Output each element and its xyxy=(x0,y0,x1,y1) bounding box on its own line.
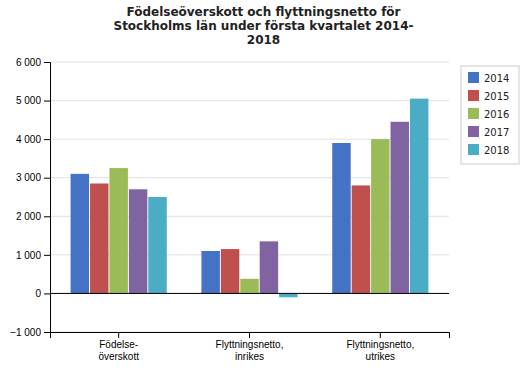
legend-frame xyxy=(461,66,519,164)
bar xyxy=(352,185,370,293)
legend-swatch xyxy=(468,144,479,155)
bar xyxy=(71,174,89,294)
x-tick-label: Födelse-överskott xyxy=(98,339,139,362)
chart: Födelseöverskott och flyttningsnetto för… xyxy=(0,0,527,370)
x-tick-label-line: Flyttningsnetto, xyxy=(216,339,284,350)
y-tick-label: 5 000 xyxy=(16,95,41,106)
y-tick-label: 3 000 xyxy=(16,172,41,183)
bar xyxy=(391,122,409,294)
title-line: 2018 xyxy=(247,33,280,47)
y-axis-line xyxy=(44,63,51,333)
title-line: Födelseöverskott och flyttningsnetto för xyxy=(126,5,400,19)
legend-label: 2015 xyxy=(484,91,509,102)
bar xyxy=(332,143,350,293)
x-tick-mark xyxy=(380,332,381,338)
y-tick: 3 000 xyxy=(16,172,50,183)
x-tick-label: Flyttningsnetto,inrikes xyxy=(216,339,284,362)
x-tick: Flyttningsnetto,inrikes xyxy=(216,332,284,362)
legend-label: 2016 xyxy=(484,109,509,120)
grid-line xyxy=(50,100,449,101)
legend-swatch xyxy=(468,90,479,101)
bar xyxy=(279,293,297,297)
y-tick: 2 000 xyxy=(16,211,50,222)
legend-label: 2014 xyxy=(484,73,509,84)
bar xyxy=(221,249,239,293)
y-tick: 4 000 xyxy=(16,134,50,145)
y-tick-label: 6 000 xyxy=(16,57,41,68)
legend-swatch xyxy=(468,72,479,83)
x-tick-label: Flyttningsnetto,utrikes xyxy=(346,339,414,362)
x-tick-label-line: inrikes xyxy=(235,351,264,362)
bars xyxy=(71,99,429,298)
legend-item: 2018 xyxy=(468,144,509,156)
grid-line xyxy=(50,293,449,294)
y-tick-mark xyxy=(44,293,50,294)
bar xyxy=(201,251,219,293)
x-tick-label-line: utrikes xyxy=(366,351,395,362)
y-tick-mark xyxy=(44,62,50,63)
bar xyxy=(410,99,428,294)
y-tick: 6 000 xyxy=(16,57,50,68)
legend-item: 2014 xyxy=(468,72,509,84)
y-tick-label: 1 000 xyxy=(16,250,41,261)
x-tick-label-line: överskott xyxy=(98,351,139,362)
y-tick-label: 2 000 xyxy=(16,211,41,222)
legend: 2014 2015 2016 2017 2018 xyxy=(461,66,519,164)
x-tick: Födelse-överskott xyxy=(98,332,139,362)
y-tick-label: −1 000 xyxy=(10,327,41,338)
y-tick: 0 xyxy=(35,288,50,299)
y-tick-mark xyxy=(44,255,50,256)
title-line: Stockholms län under första kvartalet 20… xyxy=(113,19,413,33)
legend-item: 2016 xyxy=(468,108,509,120)
bar xyxy=(240,279,258,294)
x-axis-line xyxy=(51,333,450,339)
y-tick-label: 0 xyxy=(35,288,41,299)
bar xyxy=(371,139,389,293)
grid xyxy=(50,62,449,332)
legend-swatch xyxy=(468,108,479,119)
legend-label: 2017 xyxy=(484,127,509,138)
bar xyxy=(148,197,166,293)
y-tick-mark xyxy=(44,139,50,140)
x-tick-label-line: Födelse- xyxy=(99,339,138,350)
bar xyxy=(109,168,127,293)
y-tick: 1 000 xyxy=(16,250,50,261)
legend-swatch xyxy=(468,126,479,137)
plot: −1 000 0 1 000 2 000 3 000 4 000 5 000 6 000 Föd… xyxy=(10,57,449,362)
bar xyxy=(260,241,278,293)
y-tick-mark xyxy=(44,216,50,217)
y-tick-label: 4 000 xyxy=(16,134,41,145)
x-axis: Födelse-överskottFlyttningsnetto,inrikes… xyxy=(51,332,450,362)
y-tick-mark xyxy=(44,178,50,179)
legend-item: 2017 xyxy=(468,126,509,138)
zero-line xyxy=(50,293,449,294)
y-tick: −1 000 xyxy=(10,327,50,338)
bar xyxy=(129,189,147,293)
legend-item: 2015 xyxy=(468,90,509,102)
x-tick-mark xyxy=(249,332,250,338)
y-tick-mark xyxy=(44,332,50,333)
x-tick: Flyttningsnetto,utrikes xyxy=(346,332,414,362)
y-axis: −1 000 0 1 000 2 000 3 000 4 000 5 000 6 000 xyxy=(10,57,50,338)
x-tick-label-line: Flyttningsnetto, xyxy=(346,339,414,350)
grid-line xyxy=(50,62,449,63)
y-tick: 5 000 xyxy=(16,95,50,106)
x-tick-mark xyxy=(118,332,119,338)
y-tick-mark xyxy=(44,101,50,102)
bar xyxy=(90,184,108,294)
legend-label: 2018 xyxy=(484,145,509,156)
title: Födelseöverskott och flyttningsnetto för… xyxy=(113,5,413,47)
